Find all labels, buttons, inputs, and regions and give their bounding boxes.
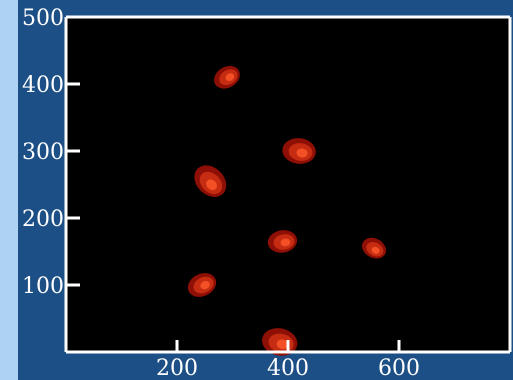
ticks: 200 400 600 100 200 300 400 500 — [22, 6, 420, 380]
data-point-2 — [282, 138, 316, 164]
y-tick-label-400: 400 — [22, 73, 64, 98]
data-points — [187, 65, 387, 356]
y-tick-label-200: 200 — [22, 207, 64, 232]
data-point-3 — [194, 165, 227, 197]
data-point-core — [225, 73, 235, 82]
data-point-6 — [187, 273, 217, 297]
plot-area — [66, 17, 510, 352]
data-point-core — [371, 246, 380, 254]
x-tick-label-400: 400 — [267, 356, 309, 380]
data-point-core — [200, 280, 210, 290]
data-point-core — [276, 339, 289, 350]
x-tick-label-200: 200 — [156, 356, 198, 380]
data-point-1 — [214, 65, 240, 89]
x-tick-label-600: 600 — [378, 356, 420, 380]
y-tick-label-300: 300 — [22, 140, 64, 165]
data-point-4 — [267, 230, 298, 253]
data-point-core — [206, 179, 217, 191]
data-point-core — [280, 238, 291, 247]
data-point-core — [296, 148, 308, 158]
data-point-5 — [362, 237, 387, 259]
y-tick-label-100: 100 — [22, 274, 64, 299]
left-sidebar-strip — [0, 0, 18, 380]
y-tick-label-500: 500 — [22, 6, 64, 31]
